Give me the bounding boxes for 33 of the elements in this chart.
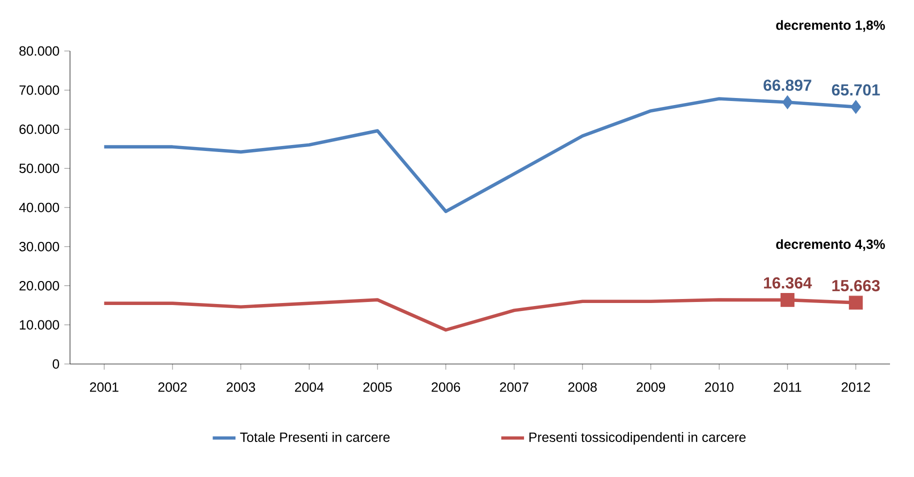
- y-tick-label: 80.000: [19, 46, 60, 56]
- y-tick-label: 50.000: [19, 164, 60, 174]
- y-tick-label: 60.000: [19, 124, 60, 134]
- legend-label: Presenti tossicodipendenti in carcere: [529, 432, 746, 445]
- x-tick-label: 2008: [568, 382, 597, 392]
- point: [848, 296, 863, 310]
- x-tick-label: 2010: [705, 382, 734, 392]
- x-tick-label: 2001: [90, 382, 118, 392]
- y-tick-label: 70.000: [20, 85, 60, 95]
- data-label: 66.897: [764, 80, 812, 91]
- point: [850, 100, 862, 114]
- data-label: 16.364: [764, 277, 812, 289]
- x-tick-label: 2009: [636, 382, 666, 392]
- x-tick-label: 2004: [295, 382, 324, 392]
- annotation: decremento 4,3%: [776, 239, 885, 251]
- point: [782, 95, 793, 110]
- x-tick-label: 2003: [226, 382, 256, 392]
- x-tick-label: 2006: [432, 382, 460, 392]
- legend-label: Totale Presenti in carcere: [240, 432, 390, 442]
- x-tick-label: 2011: [774, 382, 802, 392]
- text: decremento 1,8%: [776, 20, 885, 32]
- y-tick-label: 10.000: [20, 320, 60, 330]
- x-tick-label: 2012: [842, 382, 870, 392]
- y-tick-label: 40.000: [19, 202, 60, 212]
- point: [780, 293, 794, 307]
- x-tick-label: 2005: [363, 382, 392, 392]
- y-tick-label: 0: [52, 359, 60, 369]
- x-tick-label: 2007: [500, 382, 528, 392]
- data-label: 65.701: [832, 84, 880, 96]
- y-tick-label: 20.000: [19, 281, 60, 290]
- data-label: 15.663: [832, 280, 880, 292]
- x-tick-label: 2002: [158, 382, 187, 392]
- y-tick-label: 30.000: [19, 242, 60, 252]
